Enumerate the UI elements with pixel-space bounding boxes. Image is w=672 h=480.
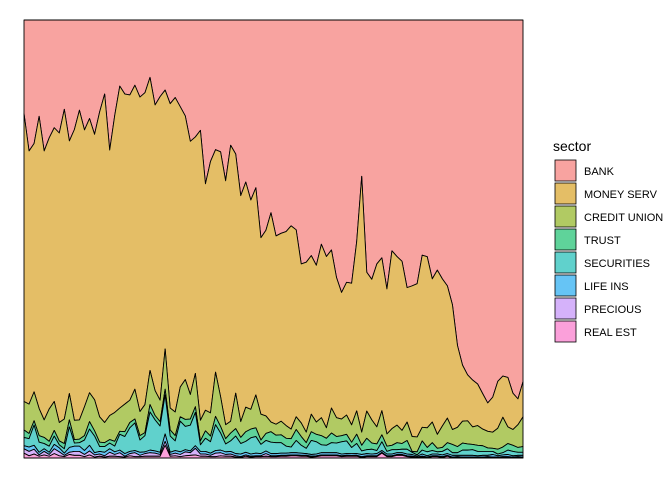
legend-label: PRECIOUS — [584, 304, 641, 316]
legend-key-credit-union — [554, 205, 577, 228]
legend-label: LIFE INS — [584, 281, 629, 293]
area-real-est — [23, 444, 524, 459]
legend-key-money-serv — [554, 182, 577, 205]
legend-key-bank — [554, 159, 577, 182]
legend: sector BANK MONEY SERV CREDIT UNION TRUST SE… — [553, 138, 663, 343]
legend-label: REAL EST — [584, 327, 637, 339]
legend-label: BANK — [584, 166, 615, 178]
legend-key-real-est — [554, 320, 577, 343]
legend-key-trust — [554, 228, 577, 251]
legend-key-securities — [554, 251, 577, 274]
legend-label: CREDIT UNION — [584, 212, 663, 224]
legend-label: TRUST — [584, 235, 621, 247]
legend-key-life-ins — [554, 274, 577, 297]
legend-key-precious — [554, 297, 577, 320]
plot-area — [23, 19, 524, 459]
legend-label: SECURITIES — [584, 258, 650, 270]
legend-title: sector — [553, 138, 591, 154]
legend-label: MONEY SERV — [584, 189, 658, 201]
